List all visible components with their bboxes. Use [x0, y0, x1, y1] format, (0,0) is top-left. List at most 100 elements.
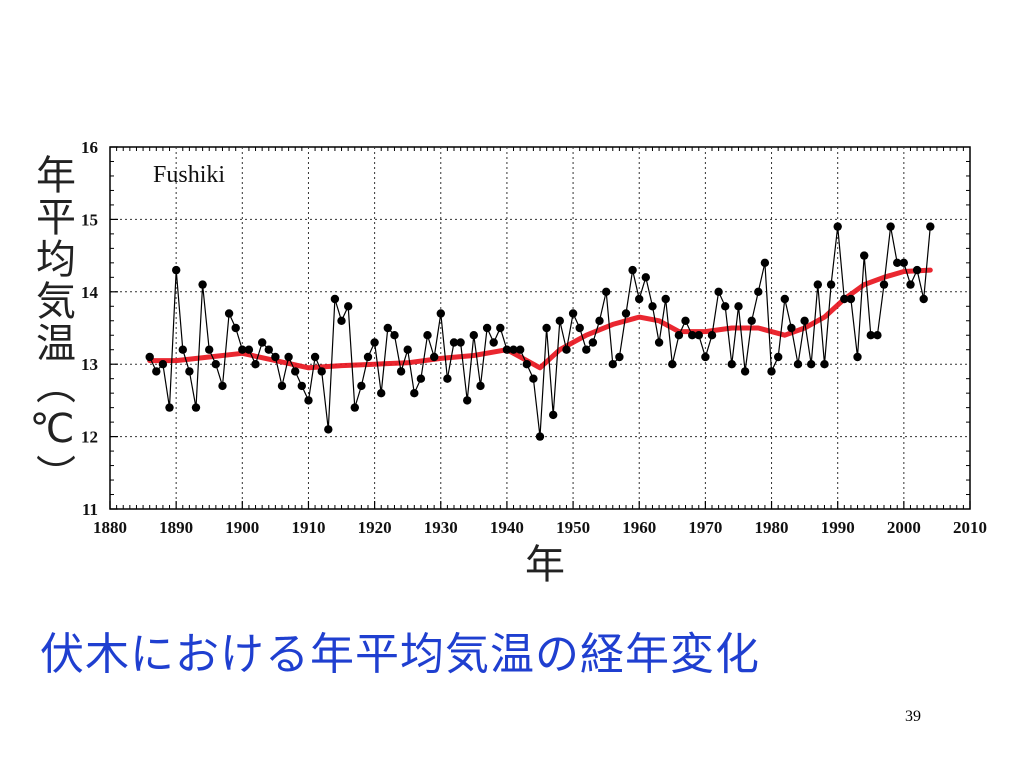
annual-data-point [191, 403, 201, 412]
annual-data-point [899, 258, 908, 267]
y-tick-label: 15 [81, 210, 98, 229]
annual-data-point [926, 222, 935, 231]
x-tick-label: 1980 [755, 518, 789, 537]
annual-data-point [648, 302, 657, 311]
annual-data-point [912, 265, 922, 275]
annual-data-point [774, 352, 783, 362]
annual-data-point [158, 360, 168, 369]
annual-data-point [396, 367, 406, 376]
axis-ticks [109, 146, 971, 510]
annual-data-point [608, 360, 617, 369]
annual-data-point [297, 381, 306, 391]
annual-data-point [178, 345, 187, 354]
x-tick-label: 1940 [490, 518, 524, 537]
annual-data-point [826, 280, 836, 289]
annual-data-point [185, 367, 194, 376]
slide-title: 伏木における年平均気温の経年変化 [40, 629, 760, 680]
annual-data-point [701, 352, 710, 362]
annual-data-point [681, 316, 690, 325]
annual-data-point [310, 352, 320, 362]
annual-data-point [866, 331, 875, 340]
x-axis-label: 年 [525, 542, 565, 588]
annual-data-point [258, 338, 267, 347]
annual-data-point [820, 360, 829, 369]
annual-data-point [416, 374, 426, 383]
annual-data-point [919, 294, 928, 304]
annual-data-point [251, 360, 260, 369]
annual-data-point [244, 345, 254, 354]
annual-data-point [390, 331, 399, 340]
annual-data-point [906, 280, 915, 289]
annual-data-point [489, 338, 498, 347]
annual-data-point [410, 389, 419, 398]
x-tick-label: 1880 [93, 518, 127, 537]
annual-data-point [840, 294, 849, 304]
annual-data-point [542, 323, 551, 333]
annual-data-point [535, 432, 545, 441]
annual-data-point [198, 280, 207, 289]
annual-data-point [721, 302, 730, 311]
annual-data-point [436, 309, 445, 318]
x-tick-label: 1960 [622, 518, 656, 537]
annual-data-point [476, 381, 485, 391]
annual-data-point [780, 294, 789, 304]
annual-data-point [714, 287, 723, 296]
annual-data-point [317, 367, 326, 376]
annual-data-point [165, 403, 174, 412]
annual-data-point [350, 403, 359, 412]
annual-data-point [264, 345, 273, 354]
station-label: Fushiki [153, 162, 225, 188]
page-number: 39 [905, 708, 921, 725]
annual-data-point [522, 360, 531, 369]
x-tick-labels: 1880 1890 1900 1910 1920 1930 1940 1950 1960 1970… [93, 518, 987, 537]
x-tick-label: 1930 [424, 518, 458, 537]
annual-data-point [661, 294, 670, 304]
y-tick-label: 14 [81, 283, 99, 302]
annual-data-point [740, 367, 750, 376]
annual-data-point [853, 352, 862, 362]
annual-data-point [224, 309, 234, 318]
x-tick-label: 2010 [953, 518, 987, 537]
y-axis-label: 年平均気温（℃） [29, 154, 75, 496]
annual-data-point [555, 316, 564, 325]
annual-data-point [145, 352, 154, 362]
annual-data-point [231, 323, 240, 333]
annual-data-point [688, 331, 697, 340]
annual-data-point [641, 273, 650, 282]
annual-data-point [886, 222, 895, 231]
annual-data-point [509, 345, 518, 354]
annual-data-point [304, 396, 313, 405]
annual-data-point [568, 309, 578, 318]
annual-data-point [502, 345, 512, 354]
annual-data-point [787, 323, 796, 333]
annual-data-point [211, 360, 220, 369]
x-tick-label: 1890 [159, 518, 193, 537]
annual-data-point [562, 345, 571, 354]
annual-data-point [482, 323, 492, 333]
annual-data-point [463, 396, 472, 405]
annual-data-point [469, 331, 478, 340]
annual-data-point [370, 338, 379, 347]
annual-data-point [423, 331, 432, 340]
annual-data-point [344, 302, 353, 311]
annual-data-point [707, 331, 717, 340]
annual-data-point [449, 338, 459, 347]
annual-data-point [694, 331, 703, 340]
annual-data-point [218, 381, 227, 391]
y-tick-label: 13 [81, 355, 98, 374]
x-tick-label: 1970 [688, 518, 722, 537]
annual-data-point [172, 265, 181, 275]
annual-data-point [602, 287, 611, 296]
annual-data-point [635, 294, 644, 304]
annual-data-point [284, 352, 293, 362]
y-tick-label: 16 [81, 138, 98, 157]
annual-data-point [238, 345, 247, 354]
x-tick-label: 1920 [358, 518, 392, 537]
annual-data-point [277, 381, 287, 391]
annual-data-point [337, 316, 346, 325]
x-tick-label: 1990 [821, 518, 855, 537]
annual-data-point [674, 331, 684, 340]
annual-data-point [575, 323, 584, 333]
x-tick-label: 1900 [225, 518, 259, 537]
